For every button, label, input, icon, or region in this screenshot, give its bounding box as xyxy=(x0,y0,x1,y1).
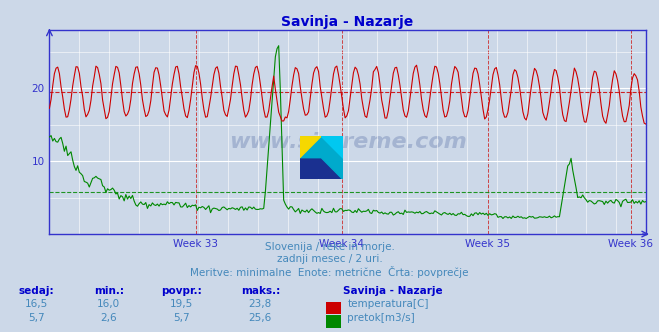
Text: 2,6: 2,6 xyxy=(100,313,117,323)
Title: Savinja - Nazarje: Savinja - Nazarje xyxy=(281,15,414,29)
Polygon shape xyxy=(300,136,322,158)
Text: 16,0: 16,0 xyxy=(97,299,121,309)
Text: Savinja - Nazarje: Savinja - Nazarje xyxy=(343,286,442,295)
Text: www.si-vreme.com: www.si-vreme.com xyxy=(229,132,467,152)
Text: 5,7: 5,7 xyxy=(173,313,190,323)
Polygon shape xyxy=(322,158,343,179)
Polygon shape xyxy=(300,158,343,179)
Text: min.:: min.: xyxy=(94,286,124,295)
Text: 23,8: 23,8 xyxy=(248,299,272,309)
Polygon shape xyxy=(322,136,343,158)
Text: 16,5: 16,5 xyxy=(24,299,48,309)
Text: maks.:: maks.: xyxy=(241,286,280,295)
Text: zadnji mesec / 2 uri.: zadnji mesec / 2 uri. xyxy=(277,254,382,264)
Text: Slovenija / reke in morje.: Slovenija / reke in morje. xyxy=(264,242,395,252)
Text: sedaj:: sedaj: xyxy=(18,286,54,295)
Polygon shape xyxy=(300,136,343,179)
Text: pretok[m3/s]: pretok[m3/s] xyxy=(347,313,415,323)
Text: povpr.:: povpr.: xyxy=(161,286,202,295)
Text: temperatura[C]: temperatura[C] xyxy=(347,299,429,309)
Polygon shape xyxy=(300,136,322,158)
Text: 5,7: 5,7 xyxy=(28,313,45,323)
Polygon shape xyxy=(322,136,343,158)
Text: 19,5: 19,5 xyxy=(169,299,193,309)
Text: 25,6: 25,6 xyxy=(248,313,272,323)
Text: Meritve: minimalne  Enote: metrične  Črta: povprečje: Meritve: minimalne Enote: metrične Črta:… xyxy=(190,266,469,278)
